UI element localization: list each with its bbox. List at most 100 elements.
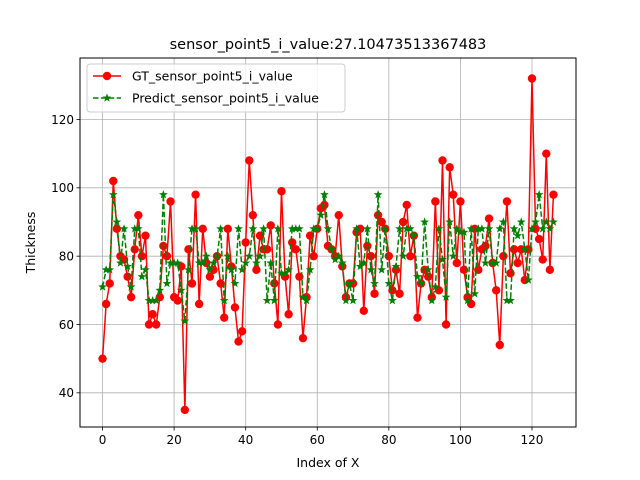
data-point: [151, 295, 161, 305]
data-point: [499, 251, 508, 261]
data-point: [416, 278, 426, 288]
data-point: [198, 224, 207, 234]
data-point: [459, 227, 469, 236]
data-point: [366, 265, 376, 274]
data-point: [209, 258, 218, 267]
data-point: [148, 295, 158, 305]
data-point: [259, 224, 268, 233]
data-point: [144, 320, 154, 329]
data-point: [448, 251, 458, 260]
data-point: [352, 224, 361, 233]
data-point: [502, 197, 512, 206]
data-point: [524, 275, 533, 284]
data-point: [359, 306, 368, 316]
data-point: [266, 258, 276, 267]
data-point: [391, 261, 401, 271]
data-point: [155, 285, 165, 295]
data-point: [348, 295, 358, 305]
data-point: [227, 265, 236, 274]
data-point: [248, 210, 258, 220]
data-point: [98, 354, 107, 363]
legend-marker: [102, 71, 112, 81]
data-point: [205, 265, 215, 274]
data-point: [491, 286, 501, 295]
data-point: [402, 200, 411, 210]
data-point: [162, 278, 172, 288]
x-tick-label: 20: [166, 433, 181, 447]
data-point: [362, 224, 372, 233]
data-point: [316, 210, 326, 219]
data-point: [287, 224, 297, 233]
data-point: [148, 310, 157, 319]
data-point: [248, 224, 258, 233]
data-point: [191, 224, 200, 233]
data-point: [130, 224, 140, 233]
data-point: [534, 234, 544, 244]
y-tick-label: 100: [51, 181, 74, 195]
data-point: [134, 210, 143, 220]
data-point: [363, 241, 372, 251]
x-tick-label: 60: [310, 433, 325, 447]
data-point: [423, 265, 433, 274]
data-point: [219, 295, 229, 305]
data-point: [409, 231, 419, 240]
data-point: [205, 272, 215, 281]
data-point: [438, 254, 447, 264]
data-point: [438, 156, 447, 165]
data-point: [230, 278, 240, 288]
y-tick-label: 40: [59, 386, 74, 400]
data-point: [366, 251, 376, 261]
data-point: [527, 224, 537, 233]
data-point: [323, 224, 333, 233]
data-point: [495, 224, 505, 233]
data-point: [295, 224, 304, 233]
data-point: [123, 261, 132, 271]
data-point: [380, 224, 390, 233]
data-point: [384, 278, 394, 288]
data-point: [173, 296, 182, 305]
data-point: [320, 190, 329, 199]
data-point: [395, 224, 404, 233]
data-point: [405, 224, 415, 233]
data-point: [527, 74, 537, 83]
data-point: [141, 265, 150, 274]
data-point: [459, 265, 469, 275]
data-point: [373, 210, 383, 220]
data-point: [112, 217, 122, 226]
data-point: [509, 224, 519, 233]
data-point: [223, 251, 233, 260]
data-point: [395, 289, 404, 298]
data-point: [330, 254, 340, 264]
data-point: [456, 227, 465, 236]
data-point: [291, 224, 301, 233]
legend-box: [86, 63, 346, 113]
data-point: [402, 224, 412, 233]
data-point: [424, 272, 433, 281]
data-point: [549, 217, 558, 226]
data-point: [201, 251, 211, 260]
data-point: [445, 217, 455, 226]
data-point: [169, 258, 179, 267]
data-point: [159, 241, 168, 251]
data-point: [101, 265, 111, 274]
data-point: [545, 224, 555, 233]
data-point: [159, 190, 168, 199]
data-point: [481, 258, 490, 267]
data-point: [212, 251, 222, 260]
legend-label: GT_sensor_point5_i_value: [132, 69, 293, 84]
data-point: [298, 333, 308, 343]
data-point: [180, 316, 190, 325]
data-point: [502, 295, 512, 305]
data-point: [241, 258, 251, 267]
legend-label: Predict_sensor_point5_i_value: [132, 91, 319, 106]
data-point: [384, 251, 394, 261]
data-point: [194, 258, 204, 267]
data-point: [398, 217, 408, 227]
data-point: [531, 217, 540, 226]
data-point: [230, 303, 240, 312]
data-point: [484, 224, 494, 233]
data-point: [334, 251, 344, 260]
data-point: [184, 245, 193, 254]
data-point: [520, 244, 530, 254]
